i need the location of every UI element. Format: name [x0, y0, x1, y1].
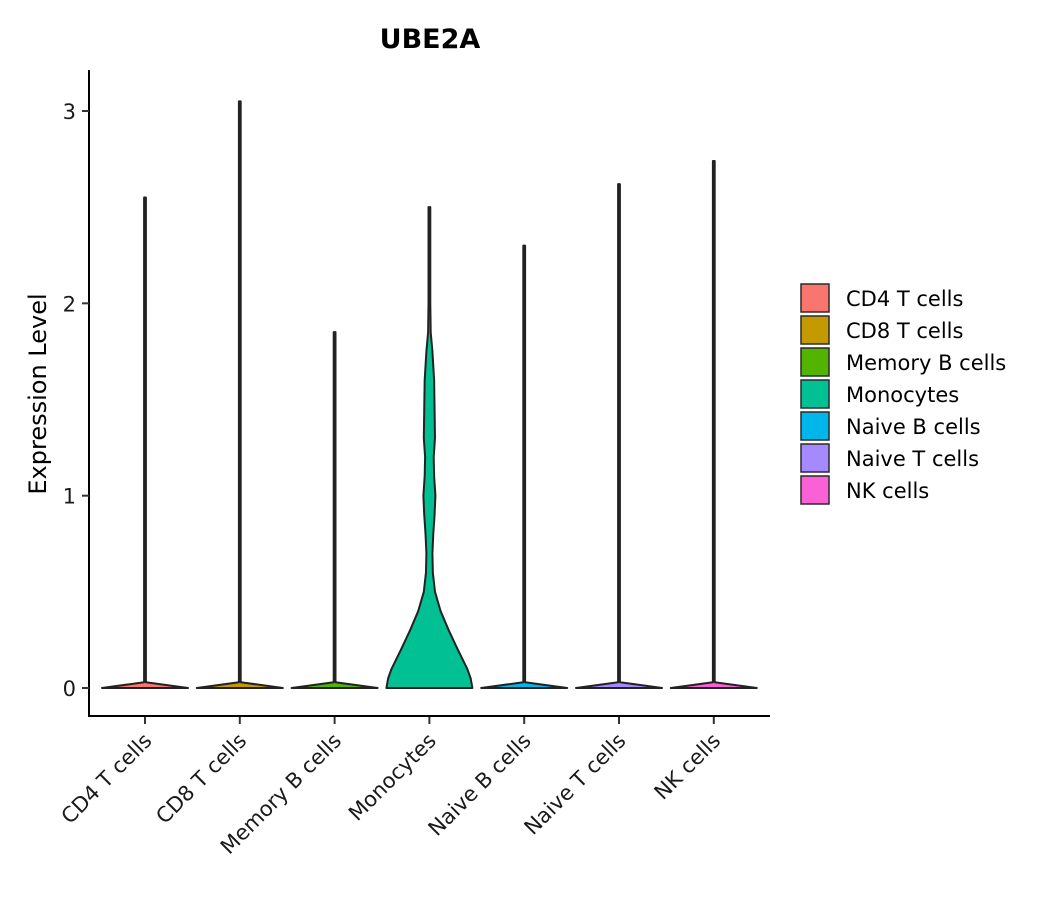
legend-key-memory-b-cells: [800, 347, 830, 377]
legend-label-cd8-t-cells: CD8 T cells: [846, 319, 963, 343]
legend-key-cd4-t-cells: [800, 283, 830, 313]
legend-key-naive-b-cells: [800, 411, 830, 441]
y-tick-label: 1: [63, 485, 76, 509]
legend-key-naive-t-cells: [800, 443, 830, 473]
legend-key-cd8-t-cells: [800, 315, 830, 345]
x-tick-label-naive-t-cells: Naive T cells: [520, 729, 631, 840]
x-tick-label-nk-cells: NK cells: [650, 729, 726, 805]
x-tick-label-monocytes: Monocytes: [344, 729, 441, 826]
violin-cd4-t-cells: [101, 196, 189, 689]
violin-memory-b-cells: [290, 331, 379, 689]
legend-label-naive-t-cells: Naive T cells: [846, 447, 979, 471]
y-axis-title: Expression Level: [24, 293, 52, 494]
y-tick-label: 0: [63, 677, 76, 701]
violin-nk-cells: [669, 160, 758, 689]
x-tick-label-cd4-t-cells: CD4 T cells: [57, 729, 157, 829]
violin-cd8-t-cells: [195, 100, 284, 689]
legend-key-nk-cells: [800, 475, 830, 505]
violin-naive-t-cells: [575, 183, 663, 689]
violin-monocytes: [385, 206, 474, 689]
legend-label-naive-b-cells: Naive B cells: [846, 415, 981, 439]
violin-naive-b-cells: [480, 244, 569, 689]
y-tick-label: 3: [63, 100, 76, 124]
legend-label-cd4-t-cells: CD4 T cells: [846, 287, 963, 311]
violin-group: [101, 100, 758, 689]
y-tick-label: 2: [63, 292, 76, 316]
legend-key-monocytes: [800, 379, 830, 409]
x-tick-label-cd8-t-cells: CD8 T cells: [151, 729, 251, 829]
legend: CD4 T cells CD8 T cells Memory B cells Mono…: [800, 283, 1006, 505]
legend-label-monocytes: Monocytes: [846, 383, 959, 407]
chart-title: UBE2A: [380, 24, 481, 55]
y-axis-ticks: 0 1 2 3: [63, 100, 89, 701]
legend-label-memory-b-cells: Memory B cells: [846, 351, 1006, 375]
legend-label-nk-cells: NK cells: [846, 479, 929, 503]
